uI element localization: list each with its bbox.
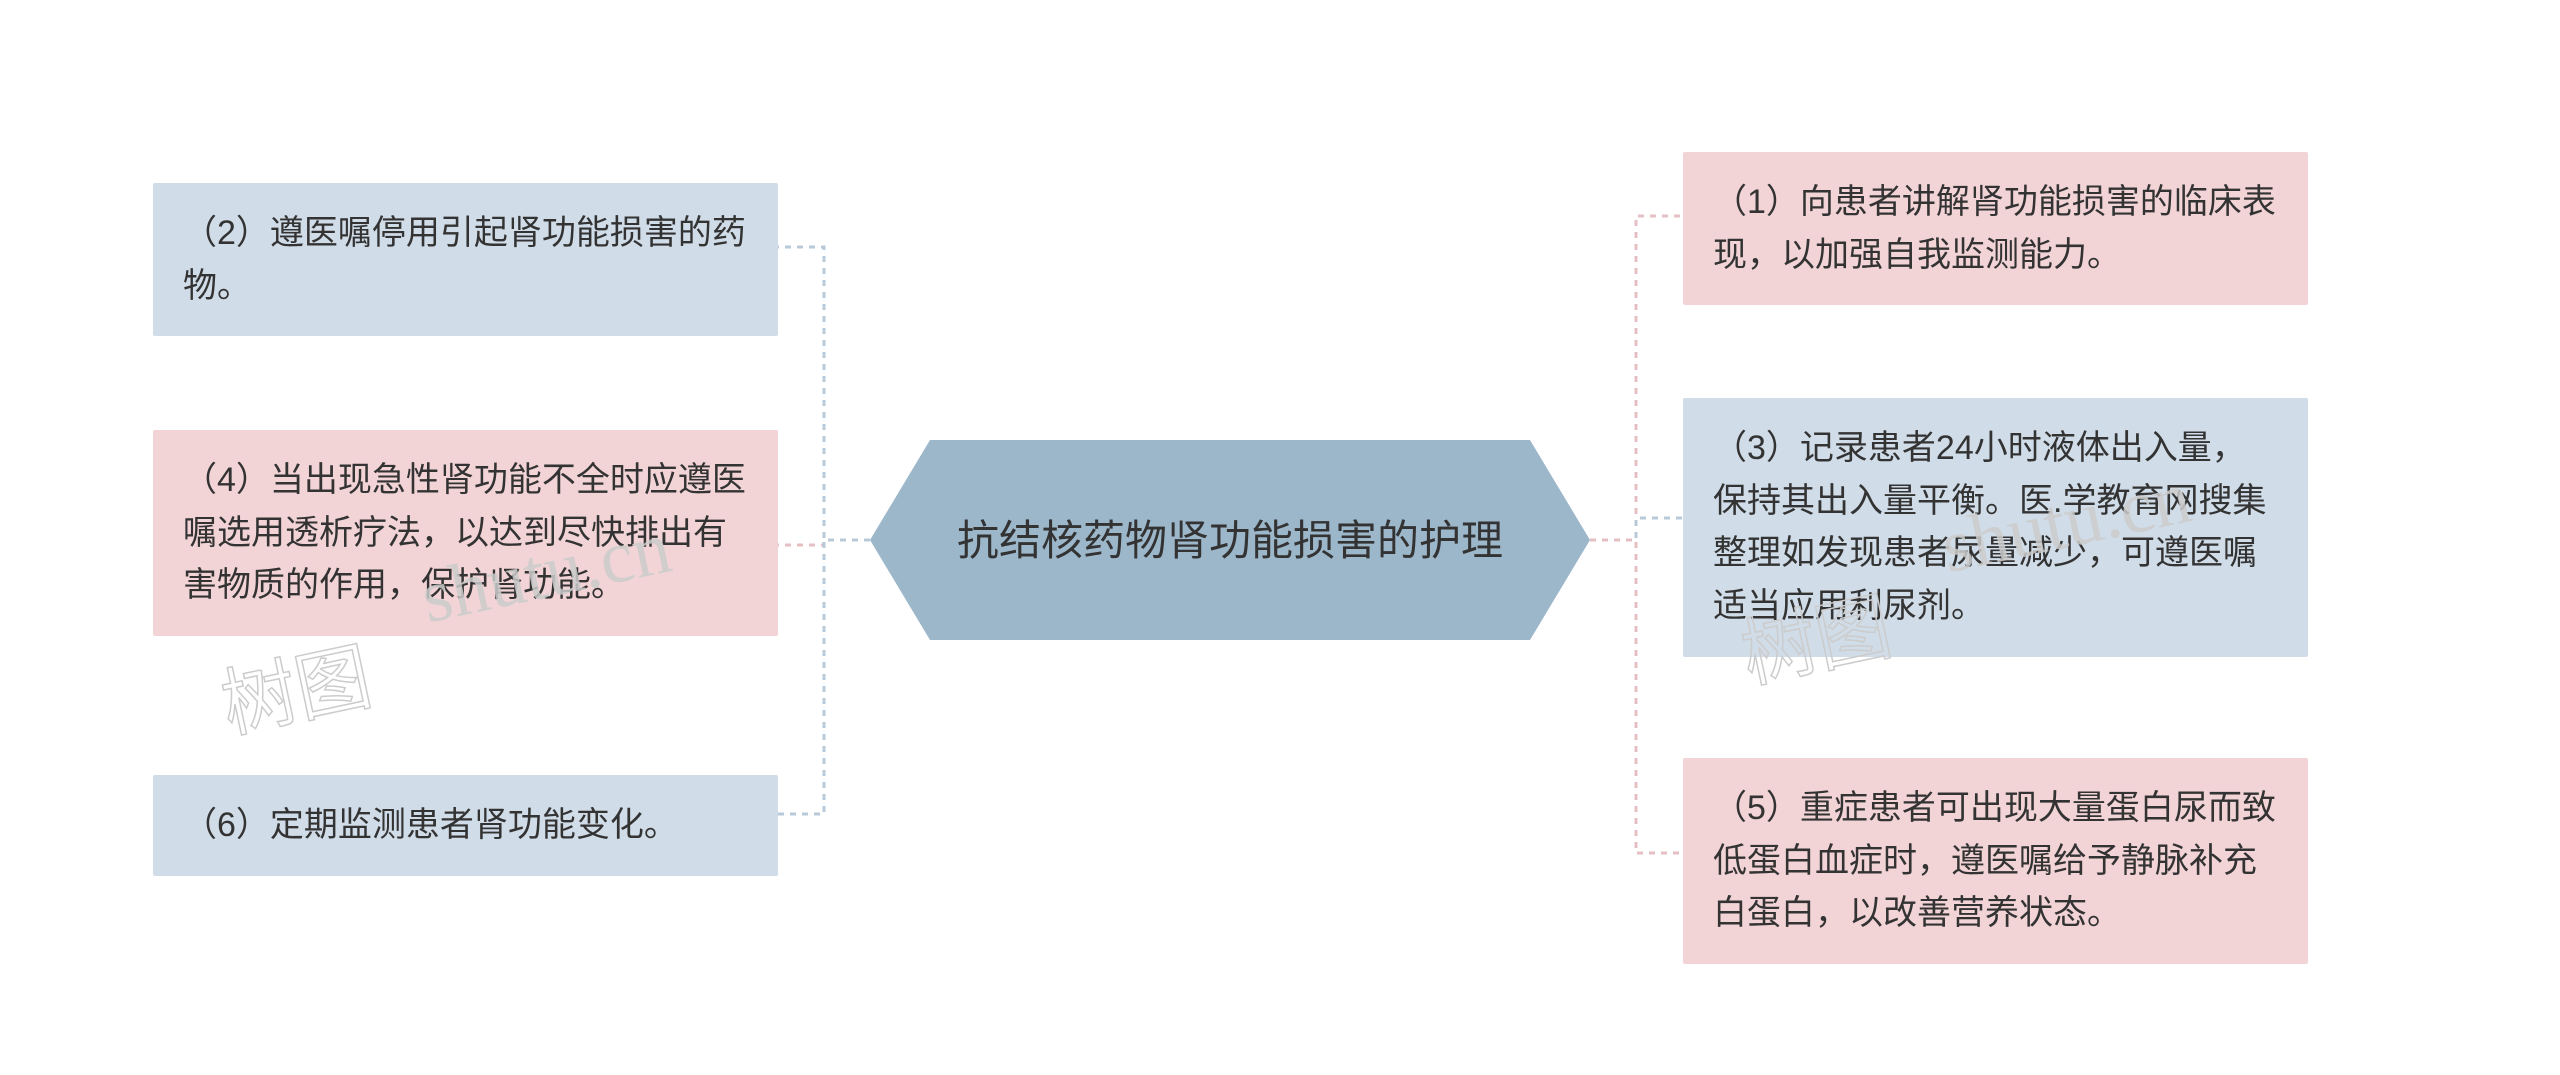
mindmap-container: 树图 shutu.cn 树图 shutu.cn 抗结核药物肾功能损害的护理 （2… xyxy=(0,0,2560,1075)
central-node[interactable]: 抗结核药物肾功能损害的护理 xyxy=(870,440,1590,640)
central-title: 抗结核药物肾功能损害的护理 xyxy=(870,440,1590,640)
